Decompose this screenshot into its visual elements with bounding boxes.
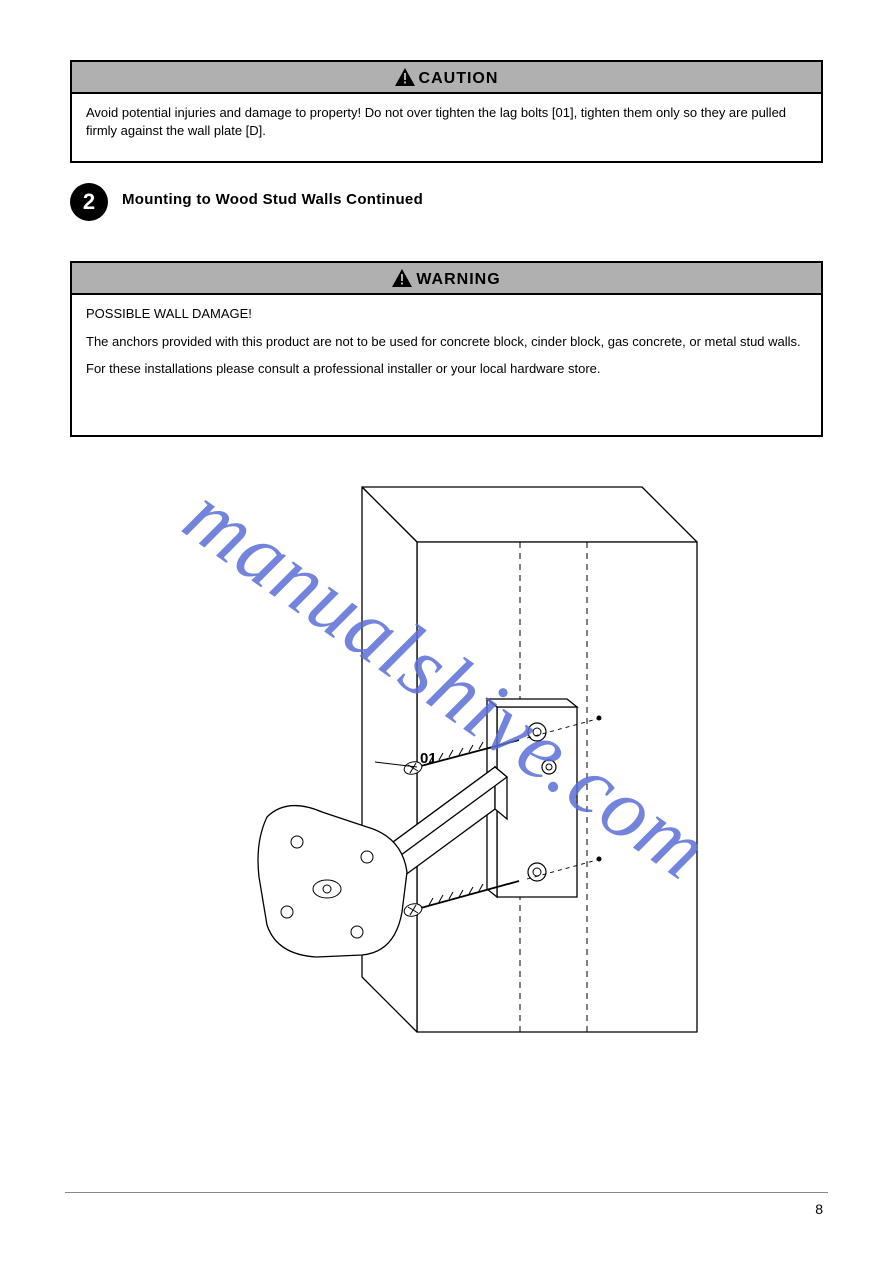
step-row: 2 Mounting to Wood Stud Walls Continued (70, 183, 823, 221)
caution-box: CAUTION Avoid potential injuries and dam… (70, 60, 823, 163)
warning-icon (395, 68, 415, 86)
warning-title: WARNING (416, 271, 500, 288)
warning-line-3: For these installations please consult a… (86, 360, 807, 378)
warning-line-1: POSSIBLE WALL DAMAGE! (86, 305, 807, 323)
warning-box: WARNING POSSIBLE WALL DAMAGE! The anchor… (70, 261, 823, 437)
warning-icon (392, 269, 412, 287)
mount-figure: 01 (70, 457, 823, 1082)
page-number: 8 (815, 1201, 823, 1217)
warning-header: WARNING (72, 263, 821, 295)
warning-line-2: The anchors provided with this product a… (86, 333, 807, 351)
part-label-01: 01 (420, 750, 437, 767)
caution-title: CAUTION (419, 70, 499, 87)
step-number-circle: 2 (70, 183, 108, 221)
footer-rule (65, 1192, 828, 1193)
warning-body: POSSIBLE WALL DAMAGE! The anchors provid… (72, 295, 821, 435)
mount-diagram (167, 457, 727, 1077)
step-title: Mounting to Wood Stud Walls Continued (122, 183, 423, 208)
caution-header: CAUTION (72, 62, 821, 94)
caution-body: Avoid potential injuries and damage to p… (72, 94, 821, 161)
